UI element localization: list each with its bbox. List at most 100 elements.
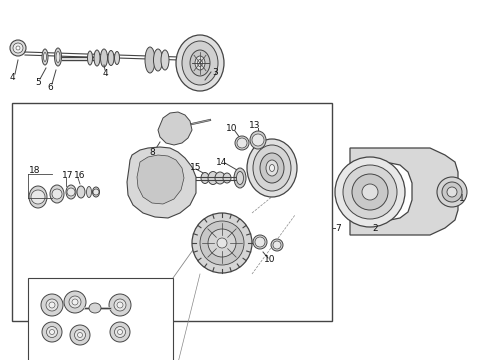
Circle shape [69,296,81,308]
Ellipse shape [247,139,297,197]
Ellipse shape [93,187,99,197]
Circle shape [93,189,99,195]
Text: 4: 4 [102,68,108,77]
Ellipse shape [87,186,92,198]
Ellipse shape [176,35,224,91]
Circle shape [13,43,23,53]
Circle shape [118,329,122,334]
Circle shape [217,238,227,248]
Text: 10: 10 [226,123,238,132]
Circle shape [67,188,75,196]
Ellipse shape [215,172,225,184]
Text: 18: 18 [29,166,41,175]
Circle shape [47,327,57,338]
Ellipse shape [100,49,107,67]
Ellipse shape [115,51,120,64]
Circle shape [252,134,264,146]
Ellipse shape [56,51,60,63]
Circle shape [352,174,388,210]
Circle shape [117,302,123,308]
Ellipse shape [260,153,284,183]
Circle shape [255,237,265,247]
Text: 10: 10 [264,256,276,265]
Circle shape [16,46,20,50]
Ellipse shape [195,56,205,70]
Text: 8: 8 [149,148,155,157]
Ellipse shape [54,48,62,66]
Ellipse shape [66,185,76,199]
Polygon shape [158,112,192,145]
Text: 12: 12 [74,346,86,355]
Circle shape [64,291,86,313]
Text: 11: 11 [79,284,91,292]
Ellipse shape [235,136,249,150]
Circle shape [192,213,252,273]
Circle shape [31,190,45,204]
Text: 17: 17 [62,171,74,180]
Circle shape [72,299,78,305]
Polygon shape [127,147,196,218]
Circle shape [335,157,405,227]
Circle shape [237,138,247,148]
Circle shape [41,294,63,316]
Circle shape [46,299,58,311]
Ellipse shape [271,239,283,251]
Ellipse shape [197,59,202,67]
Ellipse shape [223,173,231,183]
Ellipse shape [250,131,266,149]
Ellipse shape [44,53,47,62]
Text: 2: 2 [372,224,378,233]
Circle shape [114,299,126,311]
Ellipse shape [201,172,209,184]
Ellipse shape [234,168,246,188]
Text: 16: 16 [74,171,86,180]
Ellipse shape [208,171,218,185]
Text: 6: 6 [47,82,53,91]
Text: 13: 13 [249,121,261,130]
Circle shape [362,184,378,200]
Ellipse shape [145,47,155,73]
Text: 1: 1 [459,194,465,202]
Ellipse shape [190,50,210,76]
Circle shape [447,187,457,197]
Text: 4: 4 [9,72,15,81]
Bar [12,103,332,321]
Circle shape [109,294,131,316]
Ellipse shape [88,51,93,65]
Circle shape [273,241,281,249]
Circle shape [49,329,54,334]
Polygon shape [350,148,458,235]
Ellipse shape [77,186,85,198]
Circle shape [200,221,244,265]
Ellipse shape [89,303,101,313]
Ellipse shape [50,185,64,203]
Text: 14: 14 [216,158,228,166]
Text: 5: 5 [35,77,41,86]
Circle shape [10,40,26,56]
Ellipse shape [42,49,48,65]
Ellipse shape [153,49,163,71]
Ellipse shape [94,50,100,66]
Ellipse shape [182,41,218,85]
Ellipse shape [253,235,267,249]
Ellipse shape [266,160,278,176]
Text: 15: 15 [190,162,202,171]
Ellipse shape [237,171,244,185]
Circle shape [52,189,62,199]
Bar [28,278,173,360]
Text: 9: 9 [219,256,225,265]
Circle shape [42,322,62,342]
Circle shape [437,177,467,207]
Ellipse shape [253,145,291,191]
Circle shape [115,327,125,338]
Polygon shape [137,155,184,204]
Ellipse shape [29,186,47,208]
Circle shape [208,229,236,257]
Ellipse shape [108,50,114,66]
Text: 7: 7 [335,224,341,233]
Text: 3: 3 [212,68,218,77]
Circle shape [74,329,85,341]
Circle shape [70,325,90,345]
Circle shape [343,165,397,219]
Ellipse shape [270,165,274,171]
